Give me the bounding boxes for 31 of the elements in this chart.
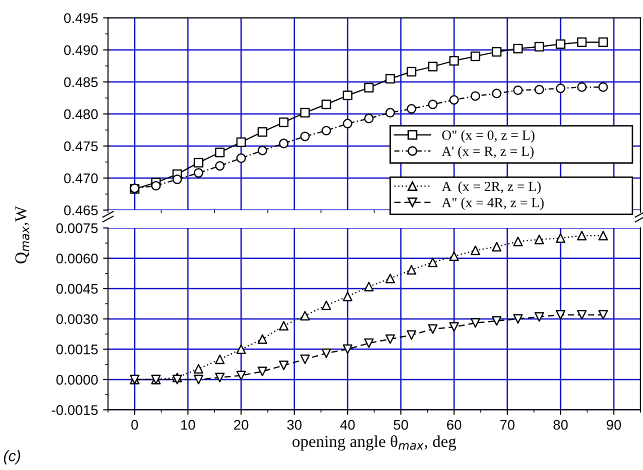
y-tick-label: 0.0000: [56, 374, 98, 385]
x-tick-label: 20: [234, 420, 248, 430]
x-tick-label: 50: [394, 420, 408, 430]
y-tick-label: 0.485: [64, 77, 98, 88]
legend-label: A" (x = 4R, z = L): [442, 198, 544, 210]
y-tick-label: 0.0060: [56, 254, 98, 264]
x-tick-label: 90: [606, 420, 621, 430]
x-tick-label: 30: [287, 420, 302, 430]
x-tick-label: 0: [131, 420, 138, 430]
legend-label: A (x = 2R, z = L): [442, 181, 541, 194]
y-tick-label: 0.0030: [56, 314, 98, 324]
x-tick-label: 80: [553, 420, 568, 430]
y-tick-label: 0.470: [64, 173, 98, 184]
y-tick-label: 0.465: [64, 205, 98, 216]
x-tick-label: 70: [500, 420, 515, 430]
x-tick-label: 60: [447, 420, 462, 430]
text: (c): [4, 450, 20, 464]
legend-label: A' (x = R, z = L): [442, 146, 534, 159]
y-tick-label: 0.480: [64, 109, 98, 120]
x-axis-title: opening angle θ$_{max}$, deg: [292, 435, 456, 451]
x-tick-label: 10: [181, 420, 196, 430]
y-tick-label: 0.490: [64, 45, 98, 56]
y-tick-label: 0.0075: [56, 223, 98, 234]
y-axis-title: Q$_{max}$,W: [15, 206, 30, 264]
legend-label: O" (x = 0, z = L): [442, 130, 534, 143]
x-tick-label: 40: [340, 420, 355, 430]
y-tick-label: 0.0045: [56, 284, 98, 294]
y-tick-label: -0.0015: [52, 405, 98, 416]
y-tick-label: 0.475: [64, 141, 98, 152]
y-tick-label: 0.495: [64, 13, 98, 24]
y-tick-label: 0.0015: [56, 344, 98, 354]
